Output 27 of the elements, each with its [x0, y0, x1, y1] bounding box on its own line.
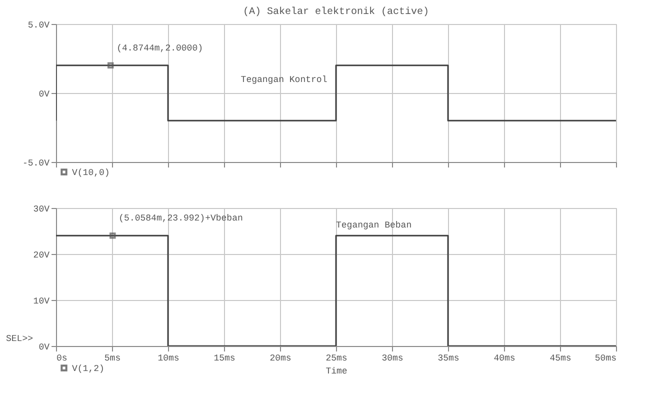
annotation: (5.0584m,23.992)+Vbeban	[118, 214, 243, 224]
legend-label: V(1,2)	[72, 364, 104, 374]
y-tick-label: 5.0V	[28, 20, 50, 30]
x-tick-label: 30ms	[382, 354, 404, 364]
x-tick-label: 20ms	[270, 354, 292, 364]
y-tick-label: 30V	[33, 204, 50, 214]
x-tick-label: 25ms	[326, 354, 348, 364]
x-tick-label: 40ms	[494, 354, 516, 364]
y-tick-label: 20V	[33, 250, 50, 260]
x-tick-label: 35ms	[438, 354, 460, 364]
legend-label: V(10,0)	[72, 168, 110, 178]
x-axis-title: Time	[326, 366, 348, 376]
y-tick-label: 0V	[38, 342, 50, 352]
x-tick-label: 5ms	[104, 354, 121, 364]
annotation: (4.8744m,2.0000)	[116, 43, 204, 54]
x-tick-label: 10ms	[158, 354, 180, 364]
y-tick-label: -5.0V	[22, 158, 50, 168]
text: SEL>>	[6, 334, 34, 344]
x-tick-label: 0s	[56, 354, 68, 364]
y-tick-label: 0V	[38, 90, 50, 100]
y-tick-label: 10V	[33, 296, 50, 306]
chart-title: (A) Sakelar elektronik (active)	[242, 6, 430, 18]
annotation: Tegangan Kontrol	[240, 75, 328, 86]
annotation: Tegangan Beban	[336, 220, 412, 231]
x-tick-label: 15ms	[214, 354, 236, 364]
x-tick-label: 45ms	[550, 354, 572, 364]
x-tick-label: 50ms	[594, 354, 616, 364]
